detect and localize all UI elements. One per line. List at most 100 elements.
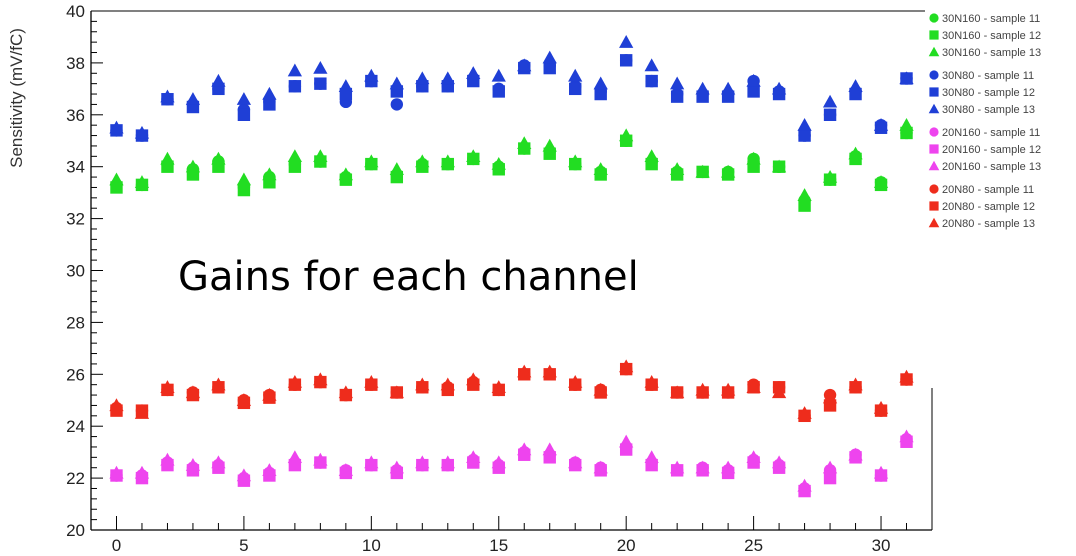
data-point <box>899 71 914 85</box>
data-point <box>695 164 710 178</box>
legend-entry: 20N80 - sample 13 <box>942 218 1035 230</box>
data-point <box>644 149 659 163</box>
data-point <box>236 172 252 186</box>
legend-entry: 30N80 - sample 12 <box>942 87 1035 99</box>
data-point <box>134 125 150 139</box>
data-point <box>873 118 889 131</box>
data-point <box>517 136 532 150</box>
data-point <box>314 77 327 90</box>
data-point <box>364 154 379 168</box>
data-point <box>236 468 252 482</box>
data-point <box>466 372 481 386</box>
legend-marker <box>928 46 940 57</box>
data-point <box>822 169 838 183</box>
data-point <box>338 463 353 477</box>
legend-marker <box>929 184 939 194</box>
data-point <box>797 478 812 492</box>
data-point <box>594 87 607 101</box>
data-point <box>236 92 252 105</box>
data-point <box>134 465 150 479</box>
legend-entry: 20N80 - sample 12 <box>942 201 1035 213</box>
data-point <box>338 167 353 181</box>
data-point <box>569 82 582 96</box>
x-tick-label: 10 <box>362 536 381 555</box>
data-point <box>364 374 379 388</box>
legend-marker <box>929 13 939 23</box>
data-point <box>440 154 455 168</box>
legend-entry: 30N80 - sample 13 <box>942 104 1035 116</box>
data-point <box>644 450 659 464</box>
data-point <box>211 377 226 391</box>
data-point <box>415 71 430 85</box>
data-point <box>798 199 811 212</box>
data-point <box>670 162 685 175</box>
data-point <box>389 460 404 474</box>
y-tick-label: 36 <box>66 106 85 125</box>
data-point <box>262 86 277 100</box>
y-tick-label: 30 <box>66 262 85 281</box>
legend-marker <box>928 103 940 114</box>
data-point <box>313 372 328 386</box>
data-point <box>798 129 811 142</box>
legend-entry: 20N80 - sample 11 <box>942 184 1034 196</box>
data-point <box>746 450 761 464</box>
data-point <box>670 90 684 103</box>
data-point <box>517 442 532 456</box>
legend: 30N160 - sample 11 30N160 - sample 12 30N1… <box>928 13 1041 230</box>
data-point <box>593 382 608 396</box>
data-point <box>797 406 812 419</box>
data-point <box>619 54 633 67</box>
data-point <box>287 374 303 388</box>
data-point <box>747 85 760 98</box>
data-point <box>873 175 889 188</box>
data-point <box>848 447 863 461</box>
data-point <box>771 385 787 399</box>
data-point <box>670 76 685 90</box>
data-point <box>492 85 505 98</box>
data-point <box>491 380 506 393</box>
data-point <box>287 63 303 77</box>
data-point <box>822 94 838 108</box>
data-point <box>313 452 328 466</box>
data-point <box>873 465 889 479</box>
data-point <box>619 359 634 373</box>
y-tick-label: 32 <box>66 210 85 229</box>
x-tick-label: 20 <box>617 536 636 555</box>
legend-entry: 30N160 - sample 12 <box>942 30 1041 42</box>
data-point <box>364 68 379 82</box>
data-point <box>185 92 201 105</box>
data-point <box>262 387 277 401</box>
legend-entry: 20N160 - sample 13 <box>942 161 1041 173</box>
data-point <box>542 138 557 152</box>
x-tick-label: 25 <box>744 536 763 555</box>
data-point <box>466 450 481 464</box>
data-point <box>848 146 863 160</box>
data-point <box>288 160 302 173</box>
data-point <box>720 460 736 474</box>
legend-entry: 30N160 - sample 13 <box>942 47 1041 59</box>
data-point <box>568 154 583 168</box>
y-tick-label: 40 <box>66 2 85 21</box>
data-point <box>568 455 583 469</box>
data-point <box>389 162 404 175</box>
data-point <box>568 374 583 388</box>
data-point <box>390 98 404 111</box>
data-point <box>389 385 404 399</box>
x-tick-label: 5 <box>239 536 248 555</box>
data-point <box>542 50 557 64</box>
data-point <box>822 460 838 474</box>
legend-marker <box>928 217 940 228</box>
data-point <box>899 118 914 131</box>
data-points <box>109 35 914 498</box>
data-point <box>160 452 175 466</box>
y-tick-label: 38 <box>66 54 85 73</box>
data-point <box>185 159 201 173</box>
data-point <box>670 385 685 399</box>
data-point <box>109 465 124 479</box>
data-point <box>645 74 658 88</box>
data-point <box>771 455 787 469</box>
data-point <box>389 76 404 90</box>
data-point <box>313 149 328 163</box>
data-point <box>593 162 608 175</box>
data-point <box>593 460 608 474</box>
